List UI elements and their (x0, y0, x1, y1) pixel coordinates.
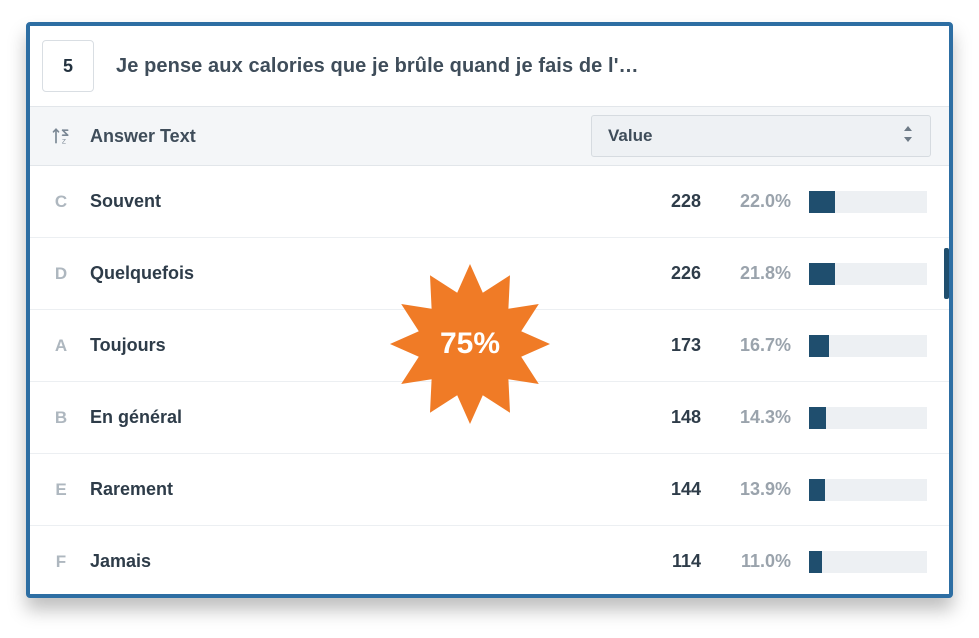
row-bar-fill (809, 407, 826, 429)
row-bar-fill (809, 479, 825, 501)
row-answer-label: Jamais (90, 551, 631, 572)
row-value: 226 (631, 263, 701, 284)
row-percent: 16.7% (701, 335, 791, 356)
value-dropdown-label: Value (608, 126, 652, 146)
row-answer-label: Quelquefois (90, 263, 631, 284)
row-value: 114 (631, 551, 701, 572)
row-bar-fill (809, 551, 822, 573)
row-letter: E (48, 480, 74, 500)
row-percent: 14.3% (701, 407, 791, 428)
chevron-sort-icon (902, 126, 914, 147)
row-percent: 21.8% (701, 263, 791, 284)
table-row[interactable]: E Rarement14413.9% (30, 454, 949, 526)
answer-text-column-header[interactable]: Answer Text (90, 126, 591, 147)
row-letter: C (48, 192, 74, 212)
row-percent: 11.0% (701, 551, 791, 572)
row-value: 173 (631, 335, 701, 356)
table-row[interactable]: F Jamais11411.0% (30, 526, 949, 598)
row-letter: D (48, 264, 74, 284)
question-title: Je pense aux calories que je brûle quand… (116, 55, 639, 78)
row-answer-label: Toujours (90, 335, 631, 356)
row-value: 148 (631, 407, 701, 428)
row-value: 144 (631, 479, 701, 500)
row-bar-track (809, 407, 927, 429)
row-answer-label: En général (90, 407, 631, 428)
row-bar-track (809, 551, 927, 573)
row-letter: F (48, 552, 74, 572)
row-bar-fill (809, 335, 829, 357)
row-bar-fill (809, 263, 835, 285)
value-column-dropdown[interactable]: Value (591, 115, 931, 157)
row-letter: B (48, 408, 74, 428)
table-row[interactable]: B En général14814.3% (30, 382, 949, 454)
sort-alpha-icon[interactable]: Z (48, 126, 74, 146)
table-row[interactable]: A Toujours17316.7% (30, 310, 949, 382)
row-answer-label: Souvent (90, 191, 631, 212)
table-header-row: Z Answer Text Value (30, 106, 949, 166)
row-letter: A (48, 336, 74, 356)
answer-rows: C Souvent22822.0% D Quelquefois22621.8% A Tou… (30, 166, 949, 598)
row-bar-fill (809, 191, 835, 213)
question-number-badge[interactable]: 5 (42, 40, 94, 92)
row-percent: 22.0% (701, 191, 791, 212)
question-header: 5 Je pense aux calories que je brûle qua… (30, 26, 949, 106)
row-bar-track (809, 479, 927, 501)
row-percent: 13.9% (701, 479, 791, 500)
table-row[interactable]: D Quelquefois22621.8% (30, 238, 949, 310)
row-bar-track (809, 263, 927, 285)
survey-question-panel: 5 Je pense aux calories que je brûle qua… (26, 22, 953, 598)
svg-text:Z: Z (62, 139, 66, 146)
row-bar-track (809, 335, 927, 357)
row-highlight-indicator (944, 248, 949, 299)
row-value: 228 (631, 191, 701, 212)
table-row[interactable]: C Souvent22822.0% (30, 166, 949, 238)
row-bar-track (809, 191, 927, 213)
row-answer-label: Rarement (90, 479, 631, 500)
